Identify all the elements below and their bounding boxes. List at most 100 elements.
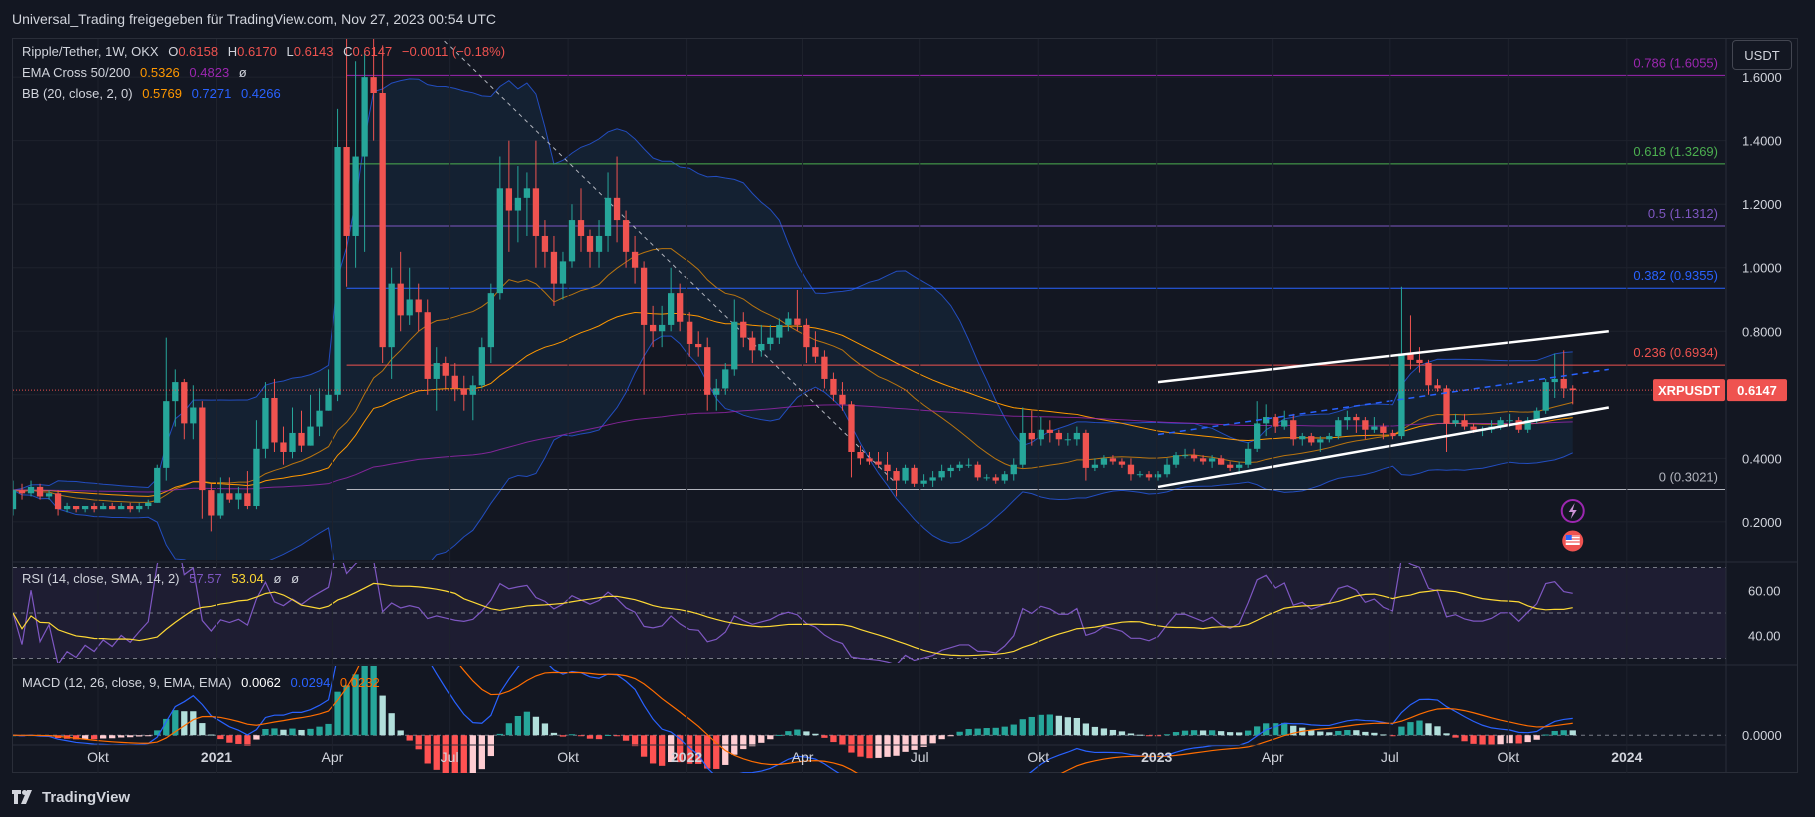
quote-currency-button[interactable]: USDT — [1732, 40, 1792, 70]
candle — [857, 445, 864, 465]
candle-body — [442, 363, 449, 376]
macd-histogram-bar — [136, 735, 143, 737]
candle — [749, 331, 756, 364]
macd-histogram-bar — [974, 728, 981, 736]
macd-tick-label: 0.0000 — [1742, 728, 1782, 743]
ema-fast-value: 0.5326 — [140, 65, 180, 80]
candle-body — [622, 220, 630, 252]
time-tick-label: Apr — [792, 749, 814, 765]
candle — [1542, 378, 1549, 414]
candle-body — [343, 147, 350, 236]
macd-histogram-bar — [181, 711, 188, 736]
symbol-legend[interactable]: Ripple/Tether, 1W, OKX O0.6158 H0.6170 L… — [22, 44, 511, 59]
rsi-legend[interactable]: RSI (14, close, SMA, 14, 2) 57.57 53.04 … — [22, 571, 305, 586]
macd-histogram-bar — [1181, 730, 1189, 736]
candle — [1362, 417, 1369, 440]
candle — [415, 283, 422, 332]
candle-body — [514, 197, 522, 211]
macd-histogram-bar — [803, 731, 810, 736]
macd-histogram-bar — [163, 718, 170, 736]
macd-histogram-bar — [1425, 723, 1432, 736]
macd-legend[interactable]: MACD (12, 26, close, 9, EMA, EMA) 0.0062… — [22, 675, 386, 690]
footer-brand[interactable]: TradingView — [12, 784, 130, 810]
macd-histogram-bar — [911, 735, 918, 750]
candle-body — [1326, 436, 1333, 440]
macd-histogram-bar — [1272, 723, 1279, 736]
candle-body — [127, 505, 134, 510]
macd-histogram-bar — [334, 691, 341, 736]
macd-histogram-bar — [352, 674, 359, 736]
candle-body — [424, 312, 431, 379]
macd-histogram-bar — [1452, 735, 1459, 738]
macd-histogram-bar — [280, 729, 287, 736]
macd-signal-line — [13, 666, 1573, 773]
ema-legend[interactable]: EMA Cross 50/200 0.5326 0.4823 ø — [22, 65, 253, 80]
macd-histogram-bar — [1091, 726, 1099, 736]
macd-histogram-bar — [1127, 733, 1135, 736]
macd-histogram-bar — [1335, 730, 1342, 736]
candle — [424, 299, 431, 395]
candle-body — [695, 343, 702, 348]
candle — [1263, 404, 1270, 437]
bb-name[interactable]: BB (20, close, 2, 0) — [22, 86, 133, 101]
rsi-name[interactable]: RSI (14, close, SMA, 14, 2) — [22, 571, 180, 586]
candle — [1308, 432, 1315, 446]
candle — [929, 471, 936, 487]
candle — [1064, 432, 1072, 446]
macd-histogram-bar — [1082, 723, 1090, 736]
candle-body — [613, 197, 621, 221]
macd-name[interactable]: MACD (12, 26, close, 9, EMA, EMA) — [22, 675, 232, 690]
macd-histogram-bar — [622, 735, 630, 741]
macd-histogram-bar — [893, 735, 900, 756]
macd-histogram-bar — [1470, 735, 1477, 744]
price-tick-label: 0.8000 — [1742, 324, 1782, 339]
candle-body — [532, 188, 540, 236]
candle — [253, 420, 260, 510]
candle — [1226, 461, 1234, 472]
bollinger-upper-line — [13, 78, 1573, 491]
macd-histogram-bar — [460, 735, 467, 773]
ema-name[interactable]: EMA Cross 50/200 — [22, 65, 131, 80]
candle — [1344, 410, 1351, 430]
time-tick-label: Apr — [322, 749, 344, 765]
candle-body — [938, 471, 945, 478]
candle-body — [866, 458, 873, 462]
macd-histogram-bar — [1254, 726, 1261, 736]
candle-body — [830, 378, 837, 395]
candle — [45, 490, 53, 500]
candle — [686, 312, 693, 357]
candle — [1335, 417, 1342, 440]
macd-histogram-bar — [983, 728, 990, 736]
candle-body — [352, 156, 359, 236]
candle — [1118, 458, 1126, 468]
candle-body — [929, 477, 936, 481]
macd-histogram-bar — [1100, 728, 1108, 736]
macd-histogram-bar — [920, 735, 927, 747]
bb-legend[interactable]: BB (20, close, 2, 0) 0.5769 0.7271 0.426… — [22, 86, 287, 101]
candle — [316, 388, 323, 437]
macd-histogram-bar — [821, 735, 828, 738]
candle-body — [316, 410, 323, 427]
macd-histogram-bar — [541, 723, 549, 736]
macd-histogram-bar — [1064, 717, 1072, 736]
candle — [1317, 436, 1324, 452]
candle-body — [1109, 458, 1117, 462]
channel-upper-line — [1157, 330, 1609, 384]
candle — [379, 45, 386, 364]
candle — [478, 337, 485, 389]
candle-body — [1299, 436, 1306, 440]
candle-body — [1461, 420, 1468, 427]
candle — [1091, 458, 1099, 472]
open-label: O — [168, 44, 179, 59]
symbol-name[interactable]: Ripple/Tether, 1W, OKX — [22, 44, 159, 59]
macd-histogram-bar — [1506, 735, 1513, 744]
candle-body — [451, 375, 458, 389]
candle — [1461, 413, 1468, 430]
candle — [298, 410, 305, 452]
us-flag-event-icon[interactable] — [1561, 529, 1585, 553]
candle — [839, 382, 846, 411]
macd-histogram-bar — [1479, 735, 1486, 746]
candle-body — [460, 388, 467, 395]
lightning-event-icon[interactable] — [1560, 499, 1585, 523]
